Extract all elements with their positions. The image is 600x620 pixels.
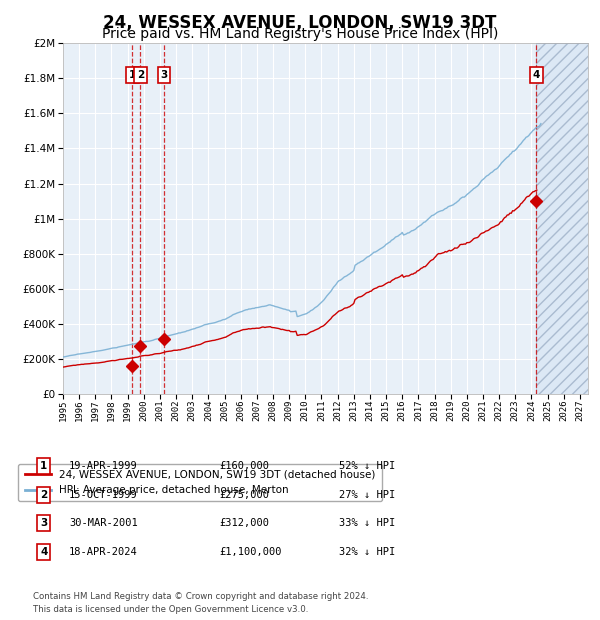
Text: £312,000: £312,000: [219, 518, 269, 528]
Text: 19-APR-1999: 19-APR-1999: [69, 461, 138, 471]
Text: 15-OCT-1999: 15-OCT-1999: [69, 490, 138, 500]
Text: 2: 2: [137, 70, 144, 80]
Text: 27% ↓ HPI: 27% ↓ HPI: [339, 490, 395, 500]
Legend: 24, WESSEX AVENUE, LONDON, SW19 3DT (detached house), HPI: Average price, detach: 24, WESSEX AVENUE, LONDON, SW19 3DT (det…: [19, 464, 382, 502]
Text: £160,000: £160,000: [219, 461, 269, 471]
Text: 3: 3: [160, 70, 167, 80]
Text: 4: 4: [533, 70, 540, 80]
Text: 4: 4: [40, 547, 47, 557]
Text: 1: 1: [129, 70, 136, 80]
Text: 1: 1: [40, 461, 47, 471]
Text: This data is licensed under the Open Government Licence v3.0.: This data is licensed under the Open Gov…: [33, 604, 308, 614]
Text: Price paid vs. HM Land Registry's House Price Index (HPI): Price paid vs. HM Land Registry's House …: [102, 27, 498, 42]
Text: Contains HM Land Registry data © Crown copyright and database right 2024.: Contains HM Land Registry data © Crown c…: [33, 592, 368, 601]
Bar: [536, 43, 588, 394]
Text: 30-MAR-2001: 30-MAR-2001: [69, 518, 138, 528]
Text: 32% ↓ HPI: 32% ↓ HPI: [339, 547, 395, 557]
Text: £1,100,000: £1,100,000: [219, 547, 281, 557]
Text: 33% ↓ HPI: 33% ↓ HPI: [339, 518, 395, 528]
Text: 2: 2: [40, 490, 47, 500]
Text: £275,000: £275,000: [219, 490, 269, 500]
Text: 24, WESSEX AVENUE, LONDON, SW19 3DT: 24, WESSEX AVENUE, LONDON, SW19 3DT: [103, 14, 497, 32]
Text: 52% ↓ HPI: 52% ↓ HPI: [339, 461, 395, 471]
Text: 18-APR-2024: 18-APR-2024: [69, 547, 138, 557]
Text: 3: 3: [40, 518, 47, 528]
